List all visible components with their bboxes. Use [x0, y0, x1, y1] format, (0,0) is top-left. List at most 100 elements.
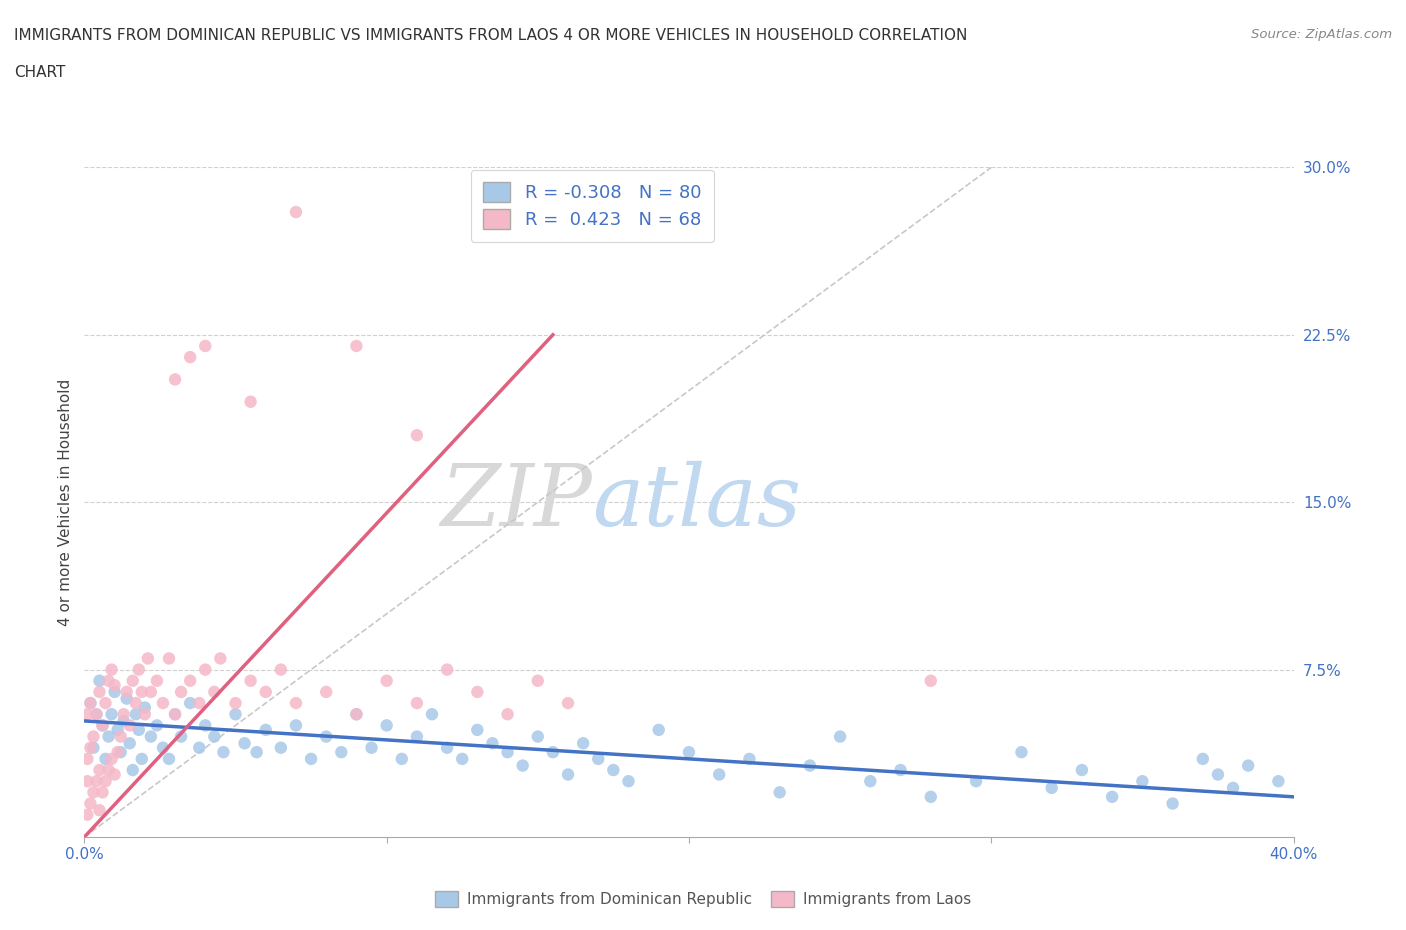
Point: [134, 700, 156, 715]
Point: [299, 751, 322, 766]
Point: [157, 651, 180, 666]
Point: [76, 774, 98, 789]
Point: [152, 740, 174, 755]
Point: [202, 729, 225, 744]
Point: [79, 740, 101, 755]
Point: [163, 372, 186, 387]
Point: [738, 751, 761, 766]
Point: [121, 763, 143, 777]
Point: [830, 729, 852, 744]
Point: [94, 751, 117, 766]
Point: [91, 785, 114, 800]
Point: [139, 684, 162, 699]
Point: [118, 736, 141, 751]
Point: [1161, 796, 1184, 811]
Point: [572, 736, 595, 751]
Point: [481, 736, 503, 751]
Point: [89, 763, 111, 777]
Point: [97, 729, 120, 744]
Point: [1071, 763, 1094, 777]
Point: [97, 673, 120, 688]
Point: [375, 673, 398, 688]
Point: [647, 723, 671, 737]
Point: [225, 696, 247, 711]
Legend: Immigrants from Dominican Republic, Immigrants from Laos: Immigrants from Dominican Republic, Immi…: [429, 884, 977, 913]
Point: [391, 751, 413, 766]
Y-axis label: 4 or more Vehicles in Household: 4 or more Vehicles in Household: [58, 379, 73, 626]
Point: [330, 745, 353, 760]
Point: [86, 707, 108, 722]
Point: [709, 767, 731, 782]
Point: [136, 651, 159, 666]
Point: [920, 790, 942, 804]
Point: [315, 684, 337, 699]
Point: [436, 662, 458, 677]
Point: [128, 662, 150, 677]
Point: [188, 740, 211, 755]
Point: [131, 684, 153, 699]
Text: IMMIGRANTS FROM DOMINICAN REPUBLIC VS IMMIGRANTS FROM LAOS 4 OR MORE VEHICLES IN: IMMIGRANTS FROM DOMINICAN REPUBLIC VS IM…: [14, 28, 967, 43]
Point: [110, 729, 132, 744]
Point: [360, 740, 382, 755]
Point: [89, 673, 111, 688]
Point: [121, 673, 143, 688]
Point: [346, 339, 368, 353]
Point: [86, 774, 108, 789]
Text: CHART: CHART: [14, 65, 66, 80]
Point: [170, 729, 193, 744]
Point: [100, 662, 122, 677]
Point: [406, 729, 429, 744]
Point: [496, 707, 519, 722]
Point: [112, 713, 135, 728]
Point: [82, 740, 104, 755]
Point: [125, 696, 148, 711]
Point: [79, 696, 101, 711]
Point: [254, 684, 277, 699]
Point: [420, 707, 443, 722]
Point: [270, 740, 292, 755]
Point: [799, 758, 821, 773]
Point: [91, 718, 114, 733]
Point: [110, 745, 132, 760]
Point: [239, 394, 262, 409]
Point: [588, 751, 610, 766]
Point: [107, 745, 129, 760]
Point: [375, 718, 398, 733]
Point: [284, 718, 308, 733]
Point: [100, 751, 122, 766]
Point: [139, 729, 162, 744]
Point: [451, 751, 474, 766]
Point: [163, 707, 186, 722]
Point: [769, 785, 792, 800]
Point: [152, 696, 174, 711]
Point: [315, 729, 337, 744]
Point: [125, 707, 148, 722]
Point: [436, 740, 458, 755]
Point: [346, 707, 368, 722]
Point: [179, 673, 201, 688]
Point: [79, 796, 101, 811]
Point: [284, 205, 308, 219]
Point: [602, 763, 624, 777]
Point: [89, 803, 111, 817]
Point: [76, 707, 98, 722]
Point: [541, 745, 564, 760]
Point: [112, 707, 135, 722]
Point: [202, 684, 225, 699]
Point: [76, 751, 98, 766]
Point: [512, 758, 534, 773]
Point: [179, 350, 201, 365]
Point: [1010, 745, 1032, 760]
Point: [134, 707, 156, 722]
Point: [406, 428, 429, 443]
Point: [86, 707, 108, 722]
Point: [115, 684, 138, 699]
Point: [254, 723, 277, 737]
Point: [118, 718, 141, 733]
Point: [1267, 774, 1289, 789]
Point: [617, 774, 640, 789]
Point: [1101, 790, 1123, 804]
Point: [91, 718, 114, 733]
Point: [496, 745, 519, 760]
Point: [107, 723, 129, 737]
